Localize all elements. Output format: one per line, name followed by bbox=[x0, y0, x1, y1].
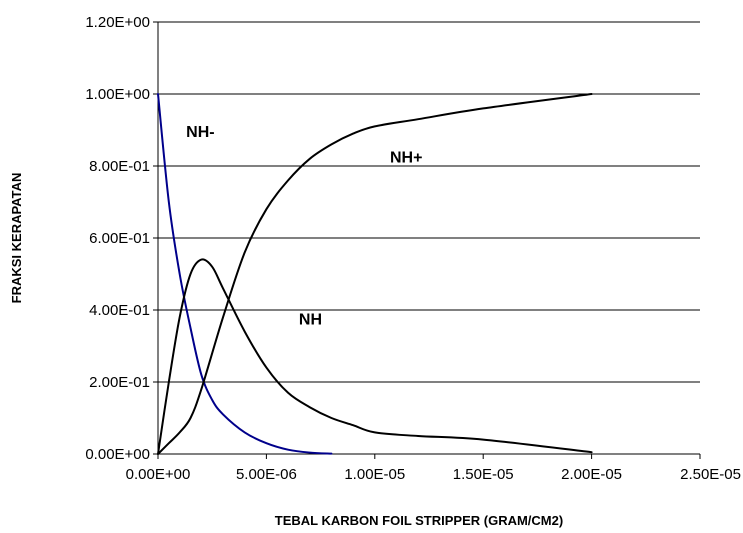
x-axis-ticks: 0.00E+00 5.00E-06 1.00E-05 1.50E-05 2.00E-05… bbox=[126, 454, 741, 483]
series-line-nh-plus bbox=[157, 93, 593, 455]
series-line-nh-minus bbox=[157, 93, 333, 455]
series-label-nh-minus: NH- bbox=[186, 124, 214, 141]
y-axis-ticks: 0.00E+00 2.00E-01 4.00E-01 6.00E-01 8.00E-01… bbox=[85, 14, 158, 463]
series-labels: NH- NH NH+ bbox=[186, 124, 422, 328]
y-tick-label-5: 1.00E+00 bbox=[85, 86, 150, 103]
gridlines bbox=[158, 21, 700, 383]
x-tick-label-3: 1.50E-05 bbox=[453, 466, 514, 483]
series-lines bbox=[157, 93, 593, 455]
y-tick-label-3: 6.00E-01 bbox=[89, 230, 150, 247]
series-line-nh bbox=[157, 258, 593, 455]
x-tick-label-0: 0.00E+00 bbox=[126, 466, 191, 483]
x-tick-label-4: 2.00E-05 bbox=[561, 466, 622, 483]
series-label-nh-plus: NH+ bbox=[390, 149, 422, 166]
x-tick-label-5: 2.50E-05 bbox=[680, 466, 741, 483]
y-axis-title: FRAKSI KERAPATAN bbox=[9, 173, 24, 304]
y-tick-label-6: 1.20E+00 bbox=[85, 14, 150, 31]
x-tick-label-1: 5.00E-06 bbox=[236, 466, 297, 483]
series-label-nh: NH bbox=[299, 311, 322, 328]
x-axis-title: TEBAL KARBON FOIL STRIPPER (GRAM/CM2) bbox=[275, 513, 563, 528]
y-tick-label-2: 4.00E-01 bbox=[89, 302, 150, 319]
y-tick-label-0: 0.00E+00 bbox=[85, 446, 150, 463]
x-tick-label-2: 1.00E-05 bbox=[344, 466, 405, 483]
y-tick-label-4: 8.00E-01 bbox=[89, 158, 150, 175]
y-tick-label-1: 2.00E-01 bbox=[89, 374, 150, 391]
